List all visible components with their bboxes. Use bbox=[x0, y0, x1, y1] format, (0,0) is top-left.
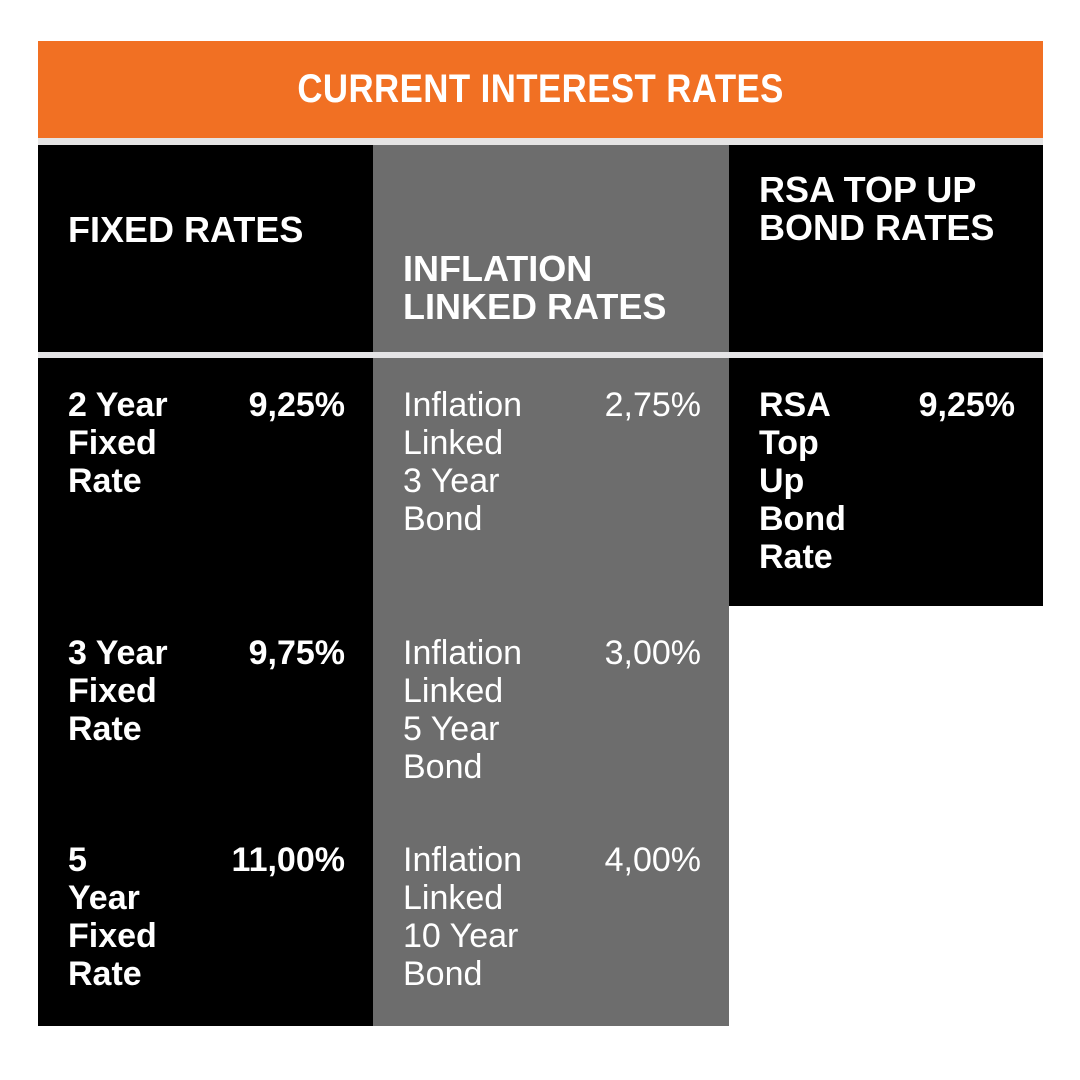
fixed-rates-column: 2 Year Fixed Rate 9,25% 3 Year Fixed Rat… bbox=[38, 358, 373, 1026]
rate-label: 2 Year Fixed Rate bbox=[68, 386, 168, 500]
rate-label: 5 Year Fixed Rate bbox=[68, 841, 157, 993]
rate-value: 11,00% bbox=[231, 841, 345, 879]
column-header-label: INFLATION LINKED RATES bbox=[403, 248, 667, 327]
rate-value: 2,75% bbox=[604, 386, 701, 424]
rate-cell-5-year-fixed: 5 Year Fixed Rate 11,00% bbox=[38, 813, 373, 1026]
rate-cell-2-year-fixed: 2 Year Fixed Rate 9,25% bbox=[38, 358, 373, 606]
column-header-label: RSA TOP UP BOND RATES bbox=[759, 169, 995, 248]
rate-value: 9,25% bbox=[248, 386, 345, 424]
rate-label: Inflation Linked 10 Year Bond bbox=[403, 841, 523, 993]
rate-cell-rsa-top-up: RSA Top Up Bond Rate 9,25% bbox=[729, 358, 1043, 606]
rate-value: 9,25% bbox=[918, 386, 1015, 424]
rate-label: Inflation Linked 3 Year Bond bbox=[403, 386, 523, 538]
table-header-row: FIXED RATES INFLATION LINKED RATES RSA T… bbox=[38, 145, 1043, 352]
rsa-top-up-column: RSA Top Up Bond Rate 9,25% bbox=[729, 358, 1043, 1026]
rate-value: 4,00% bbox=[604, 841, 701, 879]
rate-value: 9,75% bbox=[248, 634, 345, 672]
table-body: 2 Year Fixed Rate 9,25% 3 Year Fixed Rat… bbox=[38, 358, 1043, 1026]
rate-label: Inflation Linked 5 Year Bond bbox=[403, 634, 523, 786]
rate-cell-3-year-fixed: 3 Year Fixed Rate 9,75% bbox=[38, 606, 373, 813]
interest-rates-table: CURRENT INTEREST RATES FIXED RATES INFLA… bbox=[38, 41, 1043, 1026]
rate-cell-inflation-10-year: Inflation Linked 10 Year Bond 4,00% bbox=[373, 813, 729, 1026]
rate-cell-inflation-5-year: Inflation Linked 5 Year Bond 3,00% bbox=[373, 606, 729, 813]
rate-label: RSA Top Up Bond Rate bbox=[759, 386, 846, 576]
column-header-fixed-rates: FIXED RATES bbox=[38, 145, 373, 352]
inflation-linked-column: Inflation Linked 3 Year Bond 2,75% Infla… bbox=[373, 358, 729, 1026]
rate-cell-inflation-3-year: Inflation Linked 3 Year Bond 2,75% bbox=[373, 358, 729, 606]
rate-value: 3,00% bbox=[604, 634, 701, 672]
table-title-banner: CURRENT INTEREST RATES bbox=[38, 41, 1043, 138]
column-header-rsa-top-up-bond-rates: RSA TOP UP BOND RATES bbox=[729, 145, 1043, 352]
column-header-label: FIXED RATES bbox=[68, 209, 304, 250]
rate-label: 3 Year Fixed Rate bbox=[68, 634, 168, 748]
separator bbox=[38, 352, 1043, 358]
column-header-inflation-linked-rates: INFLATION LINKED RATES bbox=[373, 145, 729, 352]
separator bbox=[38, 138, 1043, 145]
table-title: CURRENT INTEREST RATES bbox=[297, 67, 784, 111]
